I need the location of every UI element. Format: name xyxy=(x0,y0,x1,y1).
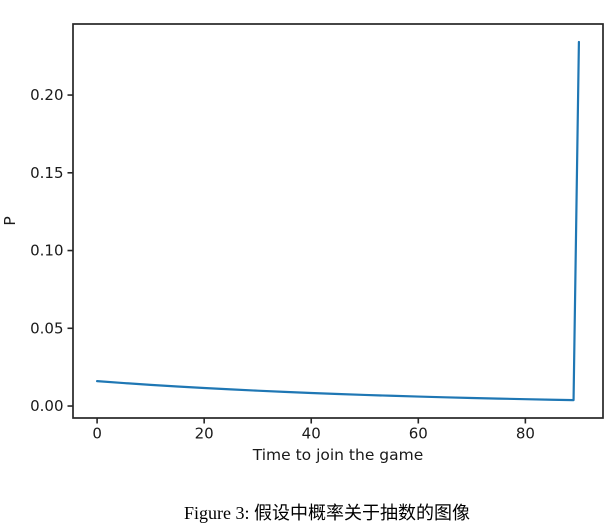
y-axis-label: P xyxy=(1,216,19,225)
x-tick-label: 80 xyxy=(516,425,535,443)
figure-caption: Figure 3: 假设中概率关于抽数的图像 xyxy=(184,503,470,523)
y-tick-label: 0.15 xyxy=(30,164,63,182)
y-tick-label: 0.10 xyxy=(30,242,63,260)
y-tick-label: 0.20 xyxy=(30,86,63,104)
axes-box xyxy=(72,23,604,419)
probability-chart: 0 20 40 60 80 0.00 0.05 0.10 0.15 0.20 Time to joi… xyxy=(1,23,604,464)
line-chart-canvas: 0 20 40 60 80 0.00 0.05 0.10 0.15 0.20 Time to joi… xyxy=(1,23,604,464)
x-tick-label: 20 xyxy=(195,425,214,443)
y-tick-label: 0.00 xyxy=(30,397,63,415)
x-tick-label: 0 xyxy=(92,425,102,443)
x-axis-label: Time to join the game xyxy=(252,446,424,464)
x-tick-label: 60 xyxy=(409,425,428,443)
y-tick-label: 0.05 xyxy=(30,319,63,337)
data-line xyxy=(95,40,581,402)
x-tick-label: 40 xyxy=(302,425,321,443)
